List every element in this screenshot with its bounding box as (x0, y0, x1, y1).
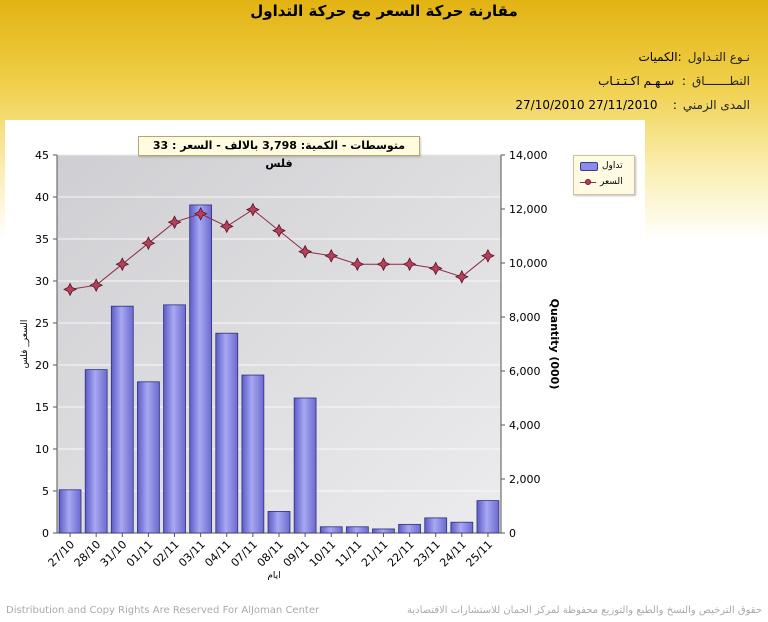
right-tick-label: 2,000 (509, 473, 541, 486)
left-tick-label: 10 (35, 443, 49, 456)
scope-value: سـهـم اكـتـتـاب (598, 74, 675, 88)
x-tick-label: 23/11 (411, 538, 443, 570)
x-tick-label: 04/11 (202, 538, 234, 570)
right-tick-label: 0 (509, 527, 516, 540)
right-tick-label: 10,000 (509, 257, 548, 270)
scope-label: النطـــــــاق (691, 74, 750, 88)
price-marker (481, 248, 495, 263)
x-tick-label: 21/11 (359, 538, 391, 570)
bar-swatch-icon (580, 161, 598, 171)
x-tick-label: 09/11 (281, 538, 313, 570)
price-marker (115, 257, 130, 272)
price-marker (298, 244, 313, 259)
right-tick-label: 6,000 (509, 365, 541, 378)
x-tick-label: 10/11 (307, 538, 339, 570)
volume-bar (398, 523, 421, 534)
left-tick-label: 45 (35, 149, 49, 162)
x-tick-label: 07/11 (228, 538, 260, 570)
x-tick-label: 03/11 (176, 538, 208, 570)
volume-bar (137, 381, 160, 534)
right-axis-title: Quantity (000) (548, 299, 561, 390)
date-range-label: المدى الزمني (682, 98, 750, 112)
scope-sep: : (681, 74, 686, 88)
price-marker (141, 236, 156, 251)
price-marker (272, 223, 286, 238)
price-marker (402, 257, 417, 272)
x-tick-label: 25/11 (463, 538, 495, 570)
left-tick-label: 0 (42, 527, 49, 540)
x-tick-label: 02/11 (150, 538, 182, 570)
trade-type-label: نـوع التـداول (687, 50, 750, 64)
x-tick-label: 24/11 (437, 538, 469, 570)
trade-type-sep: : (677, 50, 682, 64)
left-tick-label: 15 (35, 401, 49, 414)
volume-bar (189, 204, 213, 534)
price-marker (167, 215, 182, 230)
volume-bar (241, 374, 265, 534)
volume-bar (110, 305, 134, 534)
price-marker (454, 269, 469, 284)
volume-bar (163, 304, 186, 534)
footer-copyright-ar: حقوق الترخيص والنسخ والطبع والتوزيع محفو… (406, 605, 762, 616)
footer-copyright-en: Distribution and Copy Rights Are Reserve… (6, 605, 320, 616)
volume-bar (319, 526, 343, 534)
trade-type-value: الكميات (638, 50, 678, 64)
line-marker-swatch-icon (580, 178, 596, 187)
volume-bar (345, 526, 369, 534)
page-title: مقارنة حركة السعر مع حركة التداول (250, 2, 518, 20)
date-range-value: 27/11/2010 27/10/2010 (515, 98, 658, 112)
legend-price-label: السعر (600, 177, 623, 187)
price-marker (193, 206, 208, 221)
left-axis-title: السعر_ فلس (20, 320, 30, 369)
price-marker (245, 202, 260, 217)
price-marker (219, 219, 234, 234)
volume-bar (424, 517, 448, 534)
scope-row: النطـــــــاق: سـهـم اكـتـتـاب (598, 74, 750, 88)
left-tick-label: 30 (35, 275, 49, 288)
x-tick-label: 31/10 (98, 538, 130, 570)
price-marker (376, 257, 391, 272)
left-tick-label: 40 (35, 191, 49, 204)
volume-bar (58, 489, 82, 534)
volume-bar (372, 528, 395, 534)
volume-bar (476, 500, 500, 534)
price-marker (350, 257, 365, 272)
x-tick-label: 01/11 (124, 538, 156, 570)
left-tick-label: 5 (42, 485, 49, 498)
legend-item-price: السعر (580, 176, 623, 188)
x-tick-label: 11/11 (333, 538, 365, 570)
averages-box: متوسطات - الكمية: 3,798 بالالف - السعر :… (138, 136, 420, 170)
volume-bar (450, 521, 474, 534)
price-marker (324, 248, 339, 263)
price-marker (428, 261, 443, 276)
date-range-sep: : (672, 98, 677, 112)
x-tick-label: 28/10 (72, 538, 104, 570)
volume-bar (293, 397, 317, 534)
chart-legend: تداول السعر (573, 155, 635, 195)
legend-item-volume: تداول (580, 160, 623, 172)
left-tick-label: 25 (35, 317, 49, 330)
price-marker (63, 282, 77, 297)
trade-type-row: نـوع التـداول:الكميات (639, 50, 751, 64)
x-axis-title: ايام (267, 571, 280, 581)
legend-volume-label: تداول (602, 161, 623, 171)
volume-bar (267, 510, 291, 534)
x-tick-label: 08/11 (255, 538, 287, 570)
price-marker (89, 278, 104, 293)
right-tick-label: 12,000 (509, 203, 548, 216)
volume-bar (84, 369, 108, 534)
right-tick-label: 14,000 (509, 149, 548, 162)
right-tick-label: 4,000 (509, 419, 541, 432)
x-tick-label: 27/10 (46, 538, 78, 570)
left-tick-label: 35 (35, 233, 49, 246)
right-tick-label: 8,000 (509, 311, 541, 324)
x-tick-label: 22/11 (385, 538, 417, 570)
volume-bar (215, 332, 239, 534)
left-tick-label: 20 (35, 359, 49, 372)
date-range-row: المدى الزمني: 27/11/2010 27/10/2010 (515, 98, 750, 112)
